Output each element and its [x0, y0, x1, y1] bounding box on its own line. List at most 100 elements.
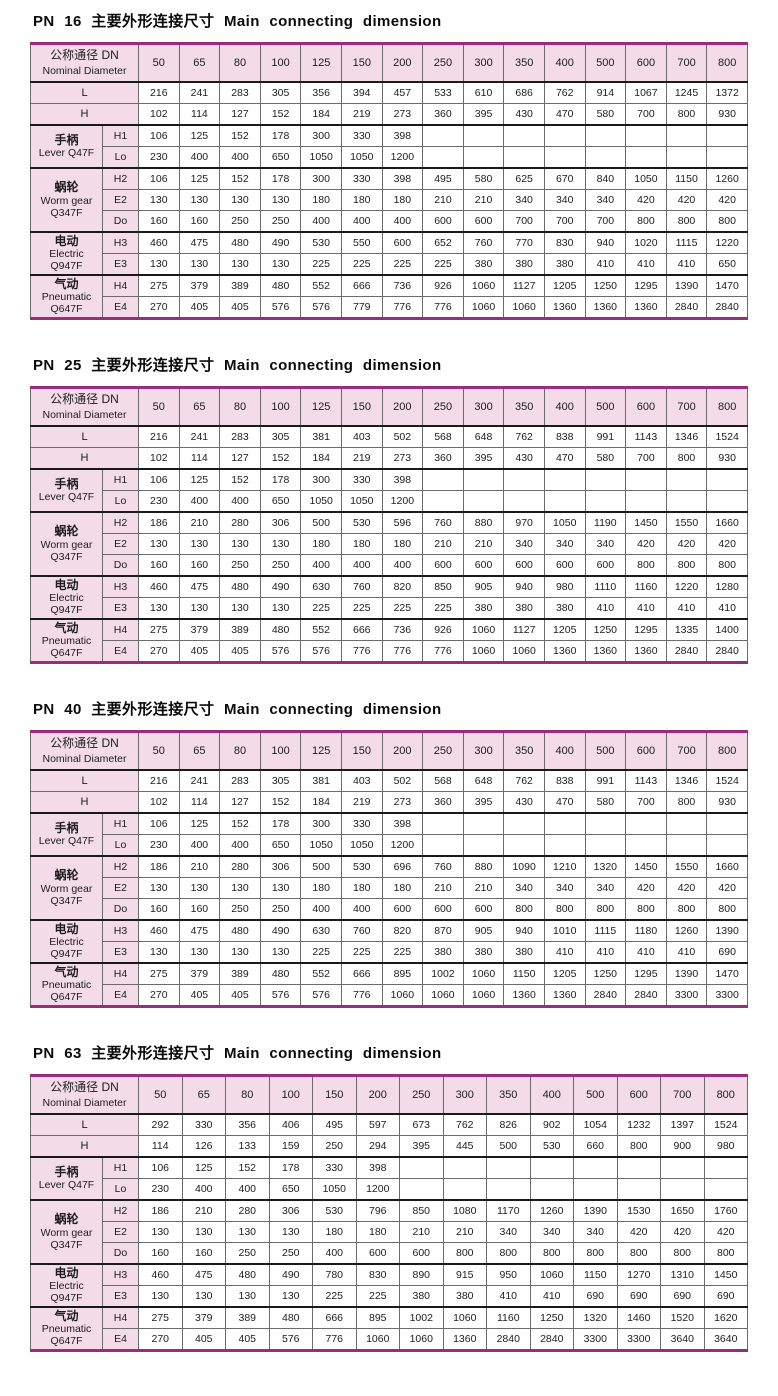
- value-cell: 210: [462, 533, 505, 555]
- value-cell: 127: [219, 791, 261, 814]
- value-cell: 530: [300, 231, 342, 254]
- value-cell: 533: [422, 81, 464, 104]
- dn-column-header: 65: [181, 1074, 226, 1115]
- value-cell: [706, 812, 748, 835]
- value-cell: [584, 490, 627, 513]
- value-cell: [665, 468, 708, 491]
- value-cell: 1250: [584, 962, 627, 985]
- value-cell: 130: [225, 1221, 270, 1243]
- value-cell: 1760: [703, 1199, 748, 1222]
- value-cell: 180: [340, 877, 383, 899]
- value-cell: [660, 1178, 705, 1201]
- value-cell: [462, 812, 505, 835]
- value-cell: [543, 834, 586, 857]
- group-label-en: Q347F: [50, 894, 83, 907]
- value-cell: 340: [503, 533, 545, 555]
- value-cell: 1335: [665, 618, 708, 641]
- value-cell: 294: [355, 1135, 400, 1158]
- value-cell: 800: [665, 210, 708, 233]
- dn-column-header: 400: [529, 1074, 574, 1115]
- value-cell: 381: [300, 769, 342, 792]
- value-cell: 1002: [399, 1306, 444, 1329]
- value-cell: 700: [625, 791, 667, 814]
- value-cell: 130: [219, 941, 261, 964]
- value-cell: 980: [703, 1135, 748, 1158]
- value-cell: 380: [543, 597, 586, 620]
- value-cell: 225: [340, 597, 383, 620]
- value-cell: 1090: [503, 855, 545, 878]
- value-cell: 580: [584, 791, 627, 814]
- value-cell: 1524: [706, 425, 748, 448]
- value-cell: 1245: [665, 81, 708, 104]
- dn-column-header: 200: [381, 730, 424, 771]
- value-cell: 379: [178, 962, 221, 985]
- table-row: 蜗轮 Worm gear Q347F H2 186 210 280 306 500 530 596 7…: [30, 511, 748, 577]
- value-cell: 1520: [660, 1306, 705, 1329]
- table-title-pn63: PN 63 主要外形连接尺寸 Main connecting dimension: [33, 1045, 442, 1062]
- value-cell: 480: [259, 274, 302, 297]
- value-cell: 690: [616, 1285, 661, 1308]
- value-cell: 270: [138, 640, 180, 663]
- value-cell: 130: [219, 533, 261, 555]
- group-label-en: Q647F: [50, 647, 83, 660]
- value-cell: 762: [503, 425, 545, 448]
- dimension-table-pn63: 公称通径 DN Nominal Diameter 50 65 80 100 150 200 25…: [30, 1074, 748, 1352]
- pn16-table-host: 公称通径 DN Nominal Diameter 50 65 80 100 125 150 20…: [30, 42, 748, 320]
- row-label-H2: H2: [102, 1199, 139, 1222]
- table-row: 电动 Electric Q947F H3 460 475 480 490 780 830 890 91…: [30, 1263, 748, 1308]
- dn-column-header: 150: [340, 730, 383, 771]
- dn-column-header: 600: [625, 42, 667, 83]
- dn-column-header: 80: [219, 730, 261, 771]
- dn-column-header: 700: [665, 730, 708, 771]
- table-row: E2 130 130 130 130 180 180 180 210 210 340 340 340 42…: [31, 877, 748, 899]
- value-cell: 1060: [442, 1306, 487, 1329]
- group-label-worm-gear: 蜗轮 Worm gear Q347F: [30, 511, 103, 577]
- value-cell: 180: [300, 189, 342, 211]
- value-cell: 1060: [503, 296, 545, 319]
- value-cell: 2840: [625, 984, 667, 1007]
- value-cell: 870: [422, 919, 464, 942]
- group-label-lever: 手柄 Lever Q47F: [30, 1156, 103, 1201]
- value-cell: 306: [259, 511, 302, 534]
- nominal-diameter-label-en: Nominal Diameter: [42, 408, 127, 421]
- value-cell: 152: [219, 167, 261, 190]
- value-cell: 1397: [660, 1113, 705, 1136]
- value-cell: 552: [300, 962, 342, 985]
- value-cell: 130: [138, 941, 180, 964]
- value-cell: 225: [381, 597, 424, 620]
- value-cell: 405: [181, 1328, 226, 1351]
- value-cell: [529, 1156, 574, 1179]
- value-cell: 1470: [706, 962, 748, 985]
- value-cell: 130: [259, 253, 302, 276]
- value-cell: 1067: [625, 81, 667, 104]
- value-cell: 130: [138, 1285, 183, 1308]
- header-row: 公称通径 DN Nominal Diameter 50 65 80 100 125 150 20…: [30, 42, 748, 83]
- value-cell: 420: [706, 533, 748, 555]
- value-cell: 1080: [442, 1199, 487, 1222]
- value-cell: 152: [225, 1156, 270, 1179]
- value-cell: 1620: [703, 1306, 748, 1329]
- value-cell: 502: [381, 769, 424, 792]
- value-cell: 130: [219, 877, 261, 899]
- value-cell: 305: [259, 425, 302, 448]
- group-label-cn: 手柄: [54, 1164, 79, 1179]
- group-label-cn: 电动: [54, 921, 79, 936]
- value-cell: 130: [259, 597, 302, 620]
- value-cell: 152: [259, 447, 302, 470]
- value-cell: 430: [503, 791, 545, 814]
- value-cell: 340: [486, 1221, 531, 1243]
- value-cell: 219: [340, 447, 383, 470]
- value-cell: 600: [381, 898, 424, 921]
- value-cell: 356: [225, 1113, 270, 1136]
- dn-column-header: 200: [355, 1074, 400, 1115]
- value-cell: 776: [381, 640, 424, 663]
- dn-column-header: 350: [503, 730, 545, 771]
- value-cell: 273: [381, 791, 424, 814]
- table-row: E3 130 130 130 130 225 225 380 380 410 410 690 690 69…: [31, 1285, 748, 1308]
- value-cell: 1127: [503, 274, 545, 297]
- value-cell: 779: [340, 296, 383, 319]
- row-label-E2: E2: [102, 1221, 139, 1243]
- value-cell: 650: [706, 253, 748, 276]
- row-label-Lo: Lo: [102, 146, 139, 169]
- value-cell: 389: [219, 962, 261, 985]
